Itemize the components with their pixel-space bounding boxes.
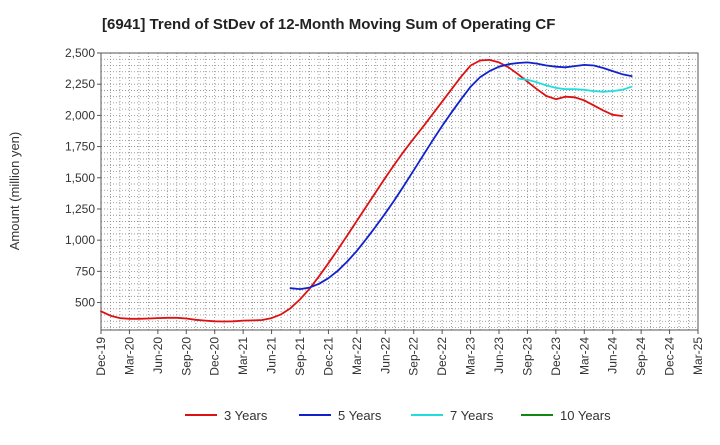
x-tick-label: Jun-20 bbox=[151, 337, 165, 374]
x-tick-label: Sep-22 bbox=[407, 337, 421, 376]
x-tick-label: Dec-22 bbox=[435, 337, 449, 376]
x-tick-label: Sep-20 bbox=[179, 337, 193, 376]
x-tick-label: Mar-25 bbox=[691, 337, 705, 375]
legend: 3 Years 5 Years 7 Years 10 Years bbox=[185, 408, 611, 423]
chart-title: [6941] Trend of StDev of 12-Month Moving… bbox=[102, 16, 555, 33]
x-tick-label: Mar-20 bbox=[122, 337, 136, 375]
x-tick-label: Mar-22 bbox=[350, 337, 364, 375]
x-tick-label: Jun-24 bbox=[606, 337, 620, 374]
x-tick-label: Mar-23 bbox=[464, 337, 478, 375]
plot-area-frame bbox=[100, 52, 699, 331]
y-tick-label: 2,000 bbox=[65, 108, 95, 122]
x-tick-label: Jun-21 bbox=[265, 337, 279, 374]
x-tick-label: Jun-23 bbox=[492, 337, 506, 374]
x-tick-label: Sep-24 bbox=[634, 337, 648, 376]
y-tick-label: 500 bbox=[75, 296, 95, 310]
x-axis-ticks: Dec-19 Mar-20 Jun-20 Sep-20 Dec-20 Mar-21 Jun-… bbox=[94, 330, 705, 376]
y-tick-label: 1,750 bbox=[65, 140, 95, 154]
x-tick-label: Mar-24 bbox=[577, 337, 591, 375]
y-tick-label: 1,000 bbox=[65, 233, 95, 247]
x-tick-label: Sep-23 bbox=[520, 337, 534, 376]
y-tick-label: 1,250 bbox=[65, 202, 95, 216]
series-line-7-years bbox=[517, 77, 633, 93]
x-tick-label: Sep-21 bbox=[293, 337, 307, 376]
x-tick-label: Mar-21 bbox=[236, 337, 250, 375]
grid-layer bbox=[101, 53, 698, 330]
y-tick-label: 1,500 bbox=[65, 171, 95, 185]
y-tick-label: 2,250 bbox=[65, 77, 95, 91]
legend-label-5-years: 5 Years bbox=[338, 408, 382, 423]
legend-label-10-years: 10 Years bbox=[560, 408, 611, 423]
y-tick-label: 2,500 bbox=[65, 46, 95, 60]
x-tick-label: Dec-19 bbox=[94, 337, 108, 376]
x-tick-label: Dec-23 bbox=[549, 337, 563, 376]
x-tick-label: Dec-21 bbox=[321, 337, 335, 376]
series-line-3-years bbox=[100, 59, 624, 323]
x-tick-label: Dec-20 bbox=[208, 337, 222, 376]
y-tick-label: 750 bbox=[75, 264, 95, 278]
series-layer bbox=[100, 59, 633, 323]
y-axis-label: Amount (million yen) bbox=[7, 132, 22, 251]
x-tick-label: Jun-22 bbox=[378, 337, 392, 374]
legend-label-3-years: 3 Years bbox=[224, 408, 268, 423]
y-axis-ticks: 500 750 1,000 1,250 1,500 1,750 2,000 2,250 2,50… bbox=[65, 46, 101, 310]
legend-label-7-years: 7 Years bbox=[450, 408, 494, 423]
x-tick-label: Dec-24 bbox=[663, 337, 677, 376]
series-line-5-years bbox=[289, 61, 633, 291]
